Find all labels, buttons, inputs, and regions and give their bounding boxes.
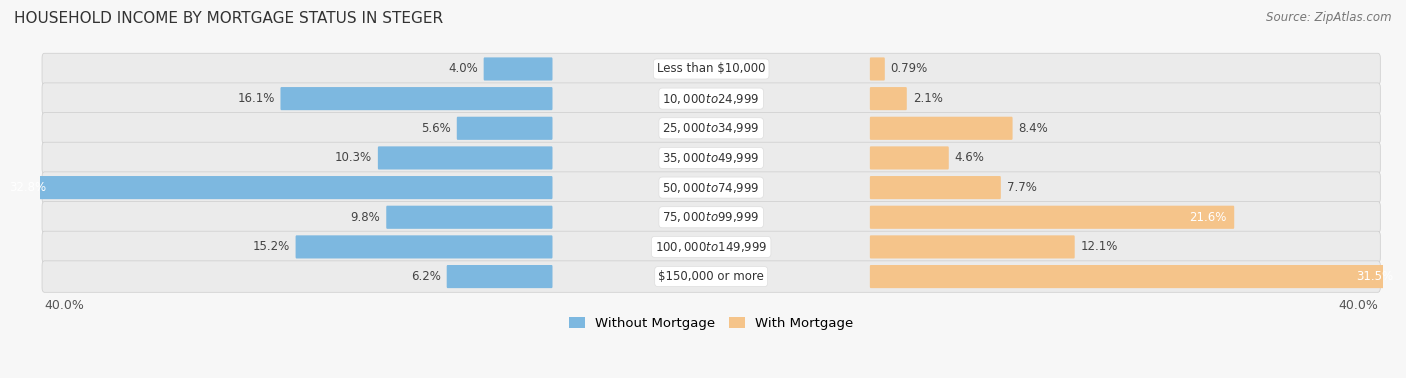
Text: $35,000 to $49,999: $35,000 to $49,999 — [662, 151, 759, 165]
Text: $75,000 to $99,999: $75,000 to $99,999 — [662, 210, 759, 224]
FancyBboxPatch shape — [280, 87, 553, 110]
Text: 31.5%: 31.5% — [1355, 270, 1393, 283]
FancyBboxPatch shape — [870, 265, 1400, 288]
FancyBboxPatch shape — [295, 235, 553, 259]
FancyBboxPatch shape — [42, 142, 1381, 174]
FancyBboxPatch shape — [42, 113, 1381, 144]
Text: 9.8%: 9.8% — [350, 211, 381, 224]
Text: $150,000 or more: $150,000 or more — [658, 270, 763, 283]
Text: 40.0%: 40.0% — [45, 299, 84, 312]
Text: 7.7%: 7.7% — [1007, 181, 1036, 194]
FancyBboxPatch shape — [0, 176, 553, 199]
Text: 0.79%: 0.79% — [890, 62, 928, 76]
FancyBboxPatch shape — [870, 206, 1234, 229]
Legend: Without Mortgage, With Mortgage: Without Mortgage, With Mortgage — [564, 312, 859, 335]
Text: $25,000 to $34,999: $25,000 to $34,999 — [662, 121, 759, 135]
Text: $10,000 to $24,999: $10,000 to $24,999 — [662, 91, 759, 105]
FancyBboxPatch shape — [870, 235, 1074, 259]
Text: $50,000 to $74,999: $50,000 to $74,999 — [662, 181, 759, 195]
Text: 21.6%: 21.6% — [1189, 211, 1226, 224]
FancyBboxPatch shape — [870, 117, 1012, 140]
Text: Less than $10,000: Less than $10,000 — [657, 62, 765, 76]
Text: 32.8%: 32.8% — [10, 181, 46, 194]
FancyBboxPatch shape — [457, 117, 553, 140]
Text: HOUSEHOLD INCOME BY MORTGAGE STATUS IN STEGER: HOUSEHOLD INCOME BY MORTGAGE STATUS IN S… — [14, 11, 443, 26]
Text: 5.6%: 5.6% — [422, 122, 451, 135]
Text: 16.1%: 16.1% — [238, 92, 274, 105]
FancyBboxPatch shape — [870, 176, 1001, 199]
Text: 12.1%: 12.1% — [1081, 240, 1118, 253]
Text: 4.0%: 4.0% — [449, 62, 478, 76]
FancyBboxPatch shape — [870, 146, 949, 169]
Text: 15.2%: 15.2% — [253, 240, 290, 253]
FancyBboxPatch shape — [870, 87, 907, 110]
FancyBboxPatch shape — [42, 261, 1381, 292]
Text: Source: ZipAtlas.com: Source: ZipAtlas.com — [1267, 11, 1392, 24]
Text: 8.4%: 8.4% — [1018, 122, 1049, 135]
FancyBboxPatch shape — [42, 201, 1381, 233]
Text: $100,000 to $149,999: $100,000 to $149,999 — [655, 240, 768, 254]
FancyBboxPatch shape — [484, 57, 553, 81]
FancyBboxPatch shape — [42, 172, 1381, 203]
FancyBboxPatch shape — [870, 57, 884, 81]
FancyBboxPatch shape — [42, 231, 1381, 263]
FancyBboxPatch shape — [378, 146, 553, 169]
FancyBboxPatch shape — [42, 53, 1381, 85]
FancyBboxPatch shape — [447, 265, 553, 288]
Text: 40.0%: 40.0% — [1339, 299, 1378, 312]
Text: 10.3%: 10.3% — [335, 152, 373, 164]
Text: 4.6%: 4.6% — [955, 152, 984, 164]
FancyBboxPatch shape — [42, 83, 1381, 114]
Text: 2.1%: 2.1% — [912, 92, 942, 105]
FancyBboxPatch shape — [387, 206, 553, 229]
Text: 6.2%: 6.2% — [411, 270, 441, 283]
